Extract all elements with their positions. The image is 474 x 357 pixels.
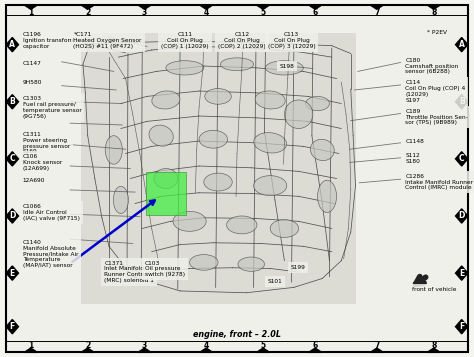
Text: 2: 2: [85, 341, 91, 350]
Text: C1311
Power steering
pressure sensor
S169: C1311 Power steering pressure sensor S16…: [23, 132, 70, 155]
Text: 6: 6: [312, 341, 318, 350]
Polygon shape: [370, 5, 383, 9]
Text: C106
Knock sensor
(12A699): C106 Knock sensor (12A699): [23, 154, 62, 171]
Polygon shape: [200, 348, 213, 352]
Ellipse shape: [105, 136, 122, 164]
Text: front of vehicle: front of vehicle: [412, 287, 457, 292]
Text: S199: S199: [291, 265, 305, 270]
Text: 1: 1: [28, 7, 34, 17]
Polygon shape: [456, 95, 468, 109]
Text: B: B: [9, 97, 15, 106]
Polygon shape: [309, 5, 322, 9]
Ellipse shape: [173, 211, 206, 231]
Ellipse shape: [149, 125, 173, 146]
Text: 7: 7: [374, 7, 380, 17]
Ellipse shape: [238, 257, 264, 271]
Text: 8: 8: [431, 341, 437, 350]
Ellipse shape: [113, 186, 128, 213]
Text: S101: S101: [268, 279, 283, 284]
FancyBboxPatch shape: [81, 33, 356, 304]
Text: D: D: [458, 211, 465, 221]
Ellipse shape: [310, 139, 334, 161]
Ellipse shape: [205, 89, 231, 104]
Polygon shape: [138, 5, 151, 9]
Text: 4: 4: [203, 341, 209, 350]
Text: C103
Oil pressure
switch (9278): C103 Oil pressure switch (9278): [145, 261, 185, 277]
Text: * P2EV: * P2EV: [427, 30, 447, 35]
Polygon shape: [6, 320, 18, 334]
Text: C1286
Intake Manifold Runner
Control (IMRC) module: C1286 Intake Manifold Runner Control (IM…: [405, 174, 473, 190]
Polygon shape: [6, 37, 18, 52]
Polygon shape: [456, 266, 468, 280]
Polygon shape: [81, 348, 94, 352]
Ellipse shape: [154, 169, 178, 188]
Polygon shape: [456, 37, 468, 52]
Polygon shape: [427, 348, 440, 352]
Text: S198: S198: [280, 64, 294, 69]
Text: 1: 1: [28, 341, 34, 350]
Polygon shape: [6, 95, 18, 109]
Polygon shape: [81, 5, 94, 9]
Text: C: C: [459, 154, 465, 164]
Ellipse shape: [284, 100, 313, 129]
Text: E: E: [9, 268, 15, 278]
Text: C189
Throttle Position Sen-
sor (TPS) (9B989): C189 Throttle Position Sen- sor (TPS) (9…: [405, 109, 468, 125]
Text: 3: 3: [142, 341, 147, 350]
Ellipse shape: [270, 220, 299, 237]
Text: F: F: [9, 322, 15, 331]
Polygon shape: [456, 320, 468, 334]
Text: S112
S180: S112 S180: [405, 153, 420, 164]
Text: C1066
Idle Air Control
(IAC) valve (9F715): C1066 Idle Air Control (IAC) valve (9F71…: [23, 204, 80, 221]
Text: 9H580: 9H580: [23, 80, 42, 85]
Text: C1303
Fuel rail pressure/
temperature sensor
(9G756): C1303 Fuel rail pressure/ temperature se…: [23, 96, 82, 119]
FancyBboxPatch shape: [146, 172, 186, 215]
Text: C1147: C1147: [23, 61, 42, 66]
Text: 12A690: 12A690: [23, 178, 45, 183]
Text: C114
Coil On Plug (COP) 4
(12029)
S197: C114 Coil On Plug (COP) 4 (12029) S197: [405, 80, 465, 103]
Polygon shape: [138, 348, 151, 352]
Text: A: A: [459, 40, 465, 49]
Text: 4: 4: [203, 7, 209, 17]
Polygon shape: [256, 5, 270, 9]
Polygon shape: [256, 348, 270, 352]
Polygon shape: [6, 209, 18, 223]
Text: D: D: [9, 211, 16, 221]
Text: C111
Coil On Plug
(COP) 1 (12029): C111 Coil On Plug (COP) 1 (12029): [161, 32, 209, 49]
Text: *C171
Heated Oxygen Sensor
(HO2S) #11 (9F472): *C171 Heated Oxygen Sensor (HO2S) #11 (9…: [73, 32, 142, 49]
Ellipse shape: [255, 91, 285, 109]
FancyBboxPatch shape: [6, 5, 468, 352]
Ellipse shape: [199, 130, 228, 148]
Polygon shape: [24, 348, 37, 352]
Text: C112
Coil On Plug
(COP) 2 (12029): C112 Coil On Plug (COP) 2 (12029): [218, 32, 265, 49]
Polygon shape: [370, 348, 383, 352]
Polygon shape: [456, 209, 468, 223]
Text: C1140
Manifold Absolute
Pressure/Intake Air
Temperature
(MAP/IAT) sensor: C1140 Manifold Absolute Pressure/Intake …: [23, 240, 78, 268]
Text: C1371
Inlet Manifold
Runner Control
(MRC) solenoid 1: C1371 Inlet Manifold Runner Control (MRC…: [104, 261, 154, 283]
Ellipse shape: [254, 132, 287, 153]
Text: C1148: C1148: [405, 139, 424, 144]
Text: A: A: [9, 40, 15, 49]
Ellipse shape: [220, 58, 254, 71]
Ellipse shape: [306, 96, 329, 111]
Text: F: F: [459, 322, 465, 331]
Text: 2: 2: [85, 7, 91, 17]
Polygon shape: [24, 5, 37, 9]
Text: engine, front – 2.0L: engine, front – 2.0L: [193, 330, 281, 340]
Ellipse shape: [265, 61, 303, 75]
Text: 7: 7: [374, 341, 380, 350]
Text: E: E: [459, 268, 465, 278]
Polygon shape: [309, 348, 322, 352]
Text: 5: 5: [261, 7, 265, 17]
Polygon shape: [456, 152, 468, 166]
Polygon shape: [200, 5, 213, 9]
Text: 5: 5: [261, 341, 265, 350]
Text: 3: 3: [142, 7, 147, 17]
Ellipse shape: [152, 91, 180, 109]
Text: C: C: [9, 154, 15, 164]
Polygon shape: [427, 5, 440, 9]
Ellipse shape: [166, 61, 204, 75]
Text: 6: 6: [312, 7, 318, 17]
Text: B: B: [459, 97, 465, 106]
Ellipse shape: [318, 180, 337, 212]
Text: C113
Coil On Plug
(COP) 3 (12029): C113 Coil On Plug (COP) 3 (12029): [268, 32, 315, 49]
